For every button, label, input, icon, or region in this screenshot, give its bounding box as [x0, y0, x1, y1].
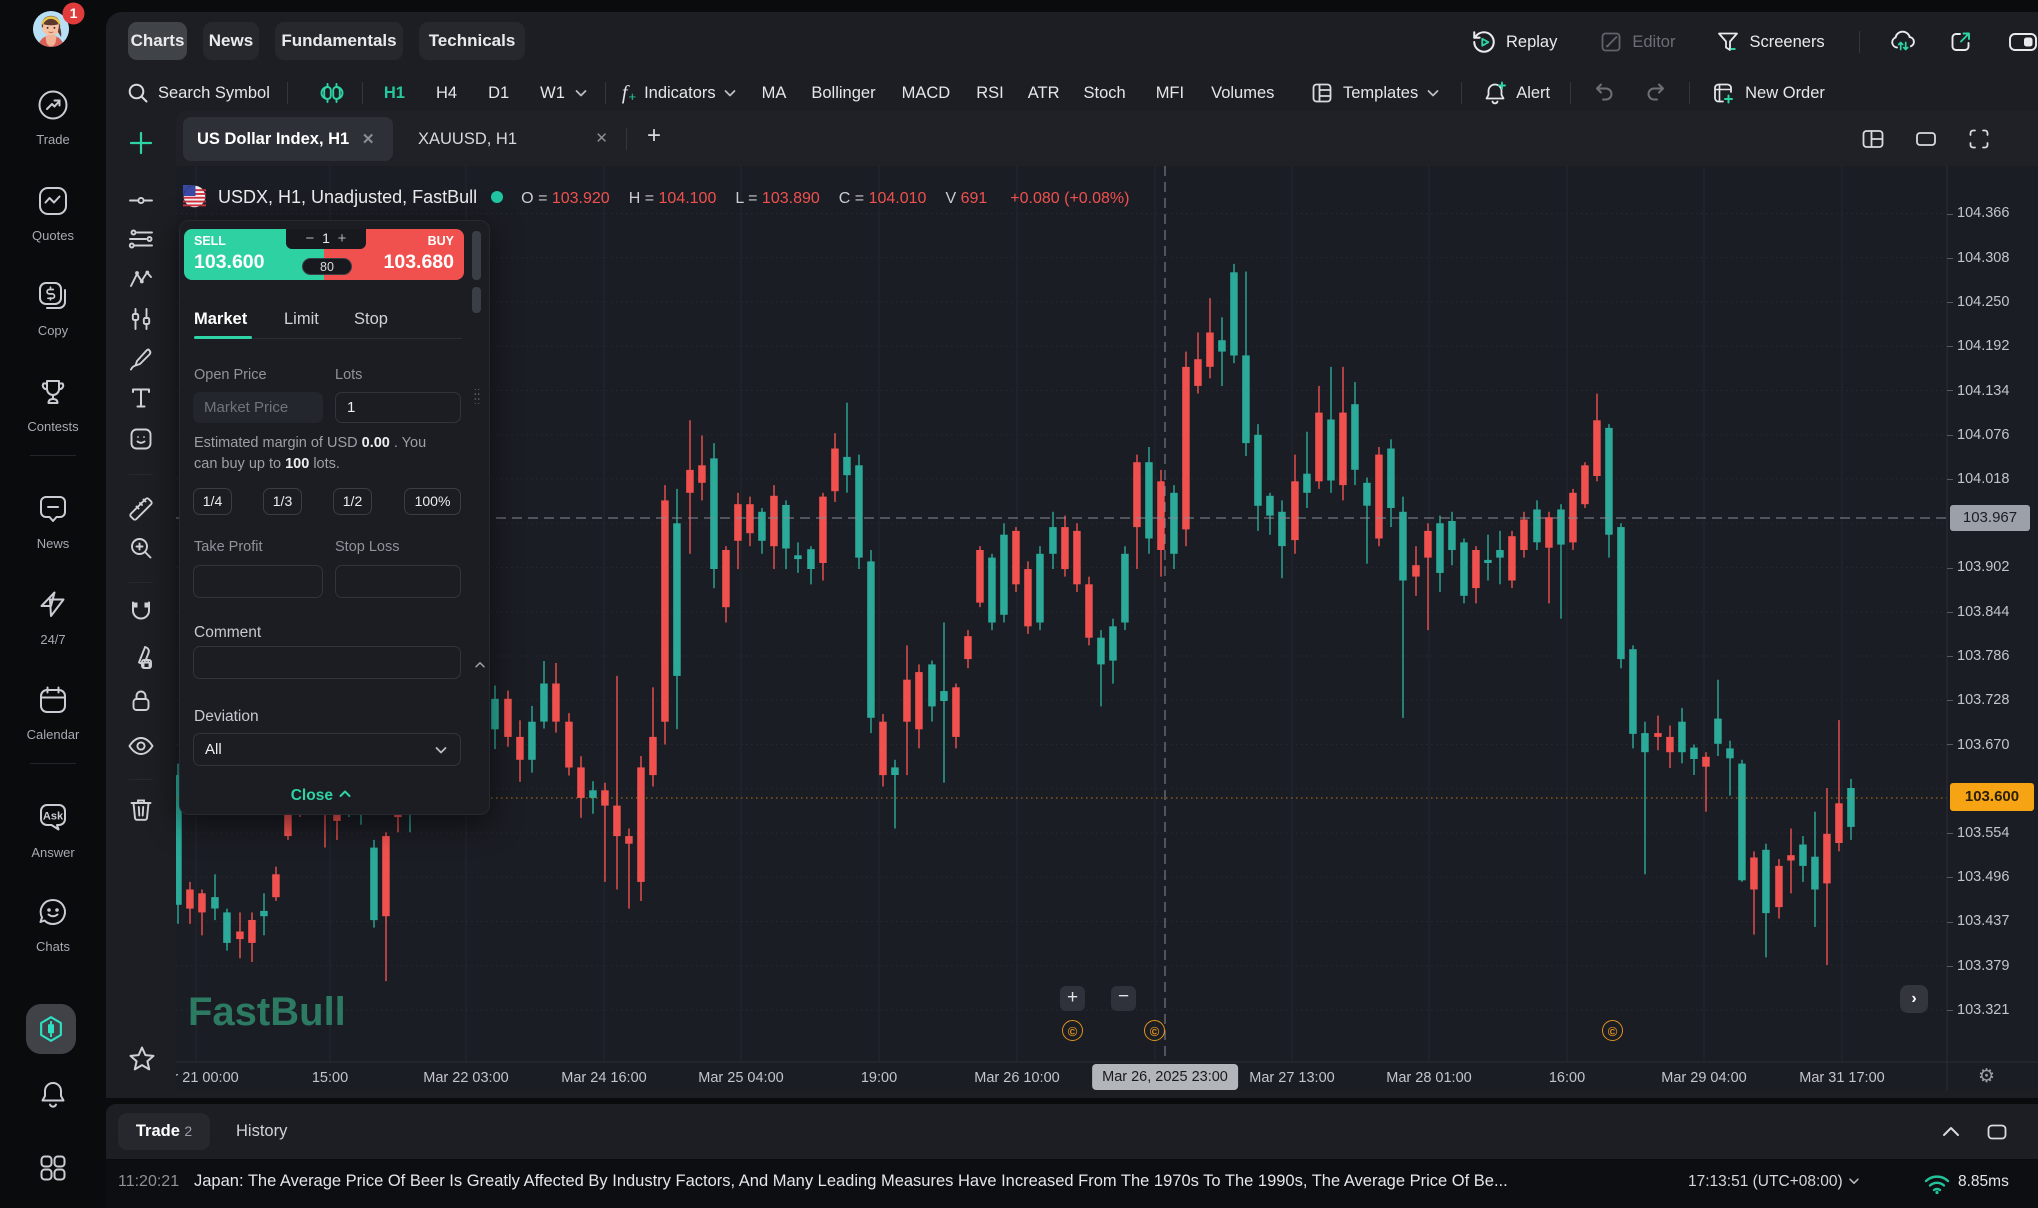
svg-text:Ask: Ask	[43, 811, 64, 823]
svg-text:1: 1	[70, 5, 78, 21]
